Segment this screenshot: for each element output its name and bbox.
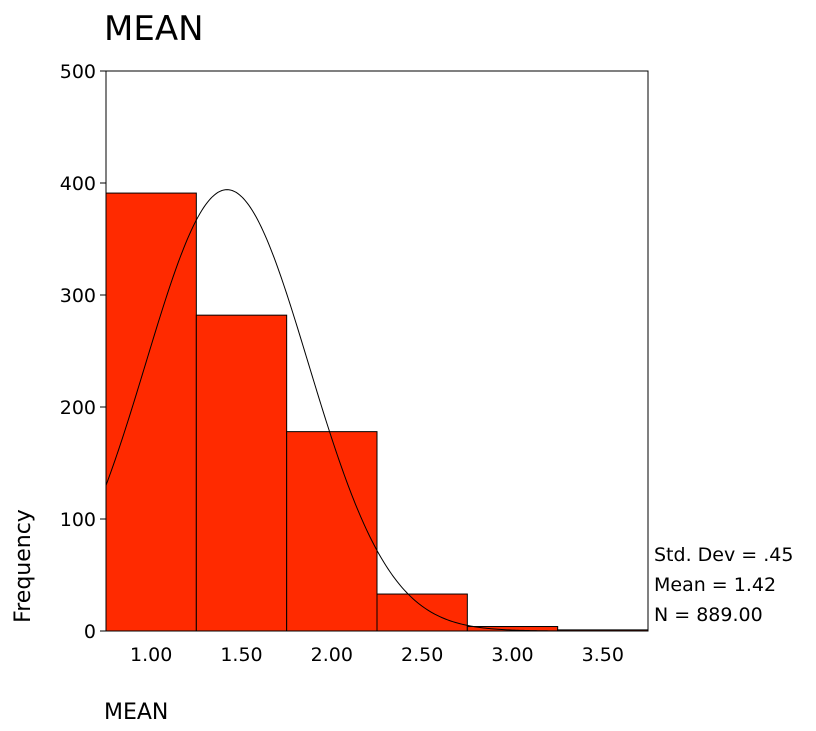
stat-mean: Mean = 1.42	[654, 574, 776, 596]
x-tick-label: 1.50	[220, 644, 262, 666]
y-axis-label: Frequency	[11, 509, 36, 623]
y-axis: 0 100 200 300 400 500	[60, 61, 106, 643]
stat-std-dev: Std. Dev = .45	[654, 544, 793, 566]
plot-frame	[105, 70, 649, 632]
bars-layer	[105, 192, 649, 632]
x-tick-label: 3.00	[491, 644, 533, 666]
x-axis: 1.00 1.50 2.00 2.50 3.00 3.50	[130, 644, 624, 666]
histogram-bar-3	[286, 431, 378, 632]
y-tick-label: 100	[60, 509, 96, 531]
y-tick-label: 300	[60, 285, 96, 307]
x-tick-label: 2.00	[311, 644, 353, 666]
y-tick-label: 0	[84, 621, 96, 643]
histogram-bar-2	[195, 314, 288, 632]
y-tick-label: 400	[60, 173, 96, 195]
x-axis-label: MEAN	[104, 700, 168, 725]
histogram-bar-4	[376, 593, 468, 632]
chart-title: MEAN	[104, 9, 204, 49]
histogram-bar-1	[105, 192, 197, 632]
x-tick-label: 1.00	[130, 644, 172, 666]
y-tick-label: 500	[60, 61, 96, 83]
x-tick-label: 3.50	[582, 644, 624, 666]
y-tick-label: 200	[60, 397, 96, 419]
x-tick-label: 2.50	[401, 644, 443, 666]
stat-n: N = 889.00	[654, 604, 763, 626]
